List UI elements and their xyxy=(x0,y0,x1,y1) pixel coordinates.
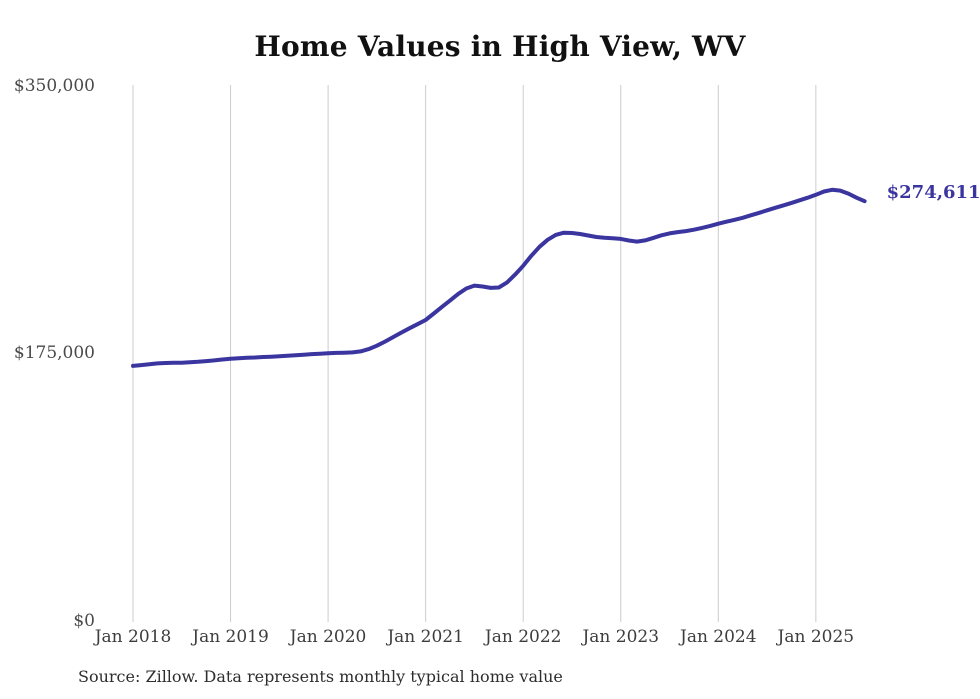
x-axis-tick-jan-2020: Jan 2020 xyxy=(289,627,367,647)
x-axis-tick-jan-2025: Jan 2025 xyxy=(777,627,855,647)
y-axis-tick-175000: $175,000 xyxy=(13,343,95,363)
y-axis-tick-0: $0 xyxy=(73,611,95,631)
x-axis-tick-jan-2023: Jan 2023 xyxy=(582,627,660,647)
y-axis-tick-350000: $350,000 xyxy=(13,76,95,96)
x-axis-tick-jan-2018: Jan 2018 xyxy=(94,627,172,647)
chart-title: Home Values in High View, WV xyxy=(254,30,746,63)
source-note: Source: Zillow. Data represents monthly … xyxy=(78,667,563,686)
x-axis-tick-jan-2022: Jan 2022 xyxy=(484,627,562,647)
x-axis-tick-jan-2024: Jan 2024 xyxy=(680,627,757,647)
x-axis-tick-jan-2021: Jan 2021 xyxy=(387,627,464,647)
x-axis-tick-jan-2019: Jan 2019 xyxy=(192,627,269,647)
vertical-gridlines xyxy=(132,85,817,622)
home-value-series-line xyxy=(131,187,867,368)
latest-value-label: $274,611 xyxy=(886,182,980,204)
